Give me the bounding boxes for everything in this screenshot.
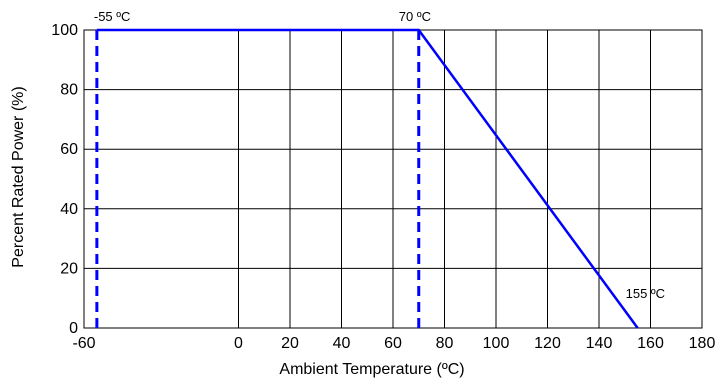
x-tick-label: 140 (586, 335, 613, 352)
x-tick-label: 40 (333, 335, 351, 352)
annotations: -55 ºC 70 ºC 155 ºC (94, 9, 665, 301)
y-tick-label: 20 (60, 260, 78, 277)
y-tick-label: 100 (51, 22, 78, 39)
series-group (96, 28, 639, 329)
y-tick-label: 80 (60, 82, 78, 99)
annotation-label: 70 ºC (399, 9, 431, 24)
x-tick-label: 160 (637, 335, 664, 352)
x-axis-title: Ambient Temperature (ºC) (279, 361, 464, 378)
x-tick-label: 0 (234, 335, 243, 352)
y-axis-title: Percent Rated Power (%) (10, 86, 27, 267)
x-tick-label: 180 (689, 335, 716, 352)
x-tick-label: 60 (384, 335, 402, 352)
y-tick-label: 0 (69, 320, 78, 337)
annotation-label: -55 ºC (94, 9, 131, 24)
x-tick-label: 120 (534, 335, 561, 352)
x-tick-labels: -60 0 20 40 60 80 100 120 140 160 180 (72, 335, 715, 352)
annotation-label: 155 ºC (626, 286, 665, 301)
y-tick-label: 40 (60, 201, 78, 218)
y-tick-label: 60 (60, 141, 78, 158)
x-tick-label: 20 (281, 335, 299, 352)
derating-curve (96, 28, 639, 329)
reference-lines (95, 30, 421, 328)
grid (83, 29, 703, 329)
x-tick-label: 100 (483, 335, 510, 352)
x-tick-label: -60 (72, 335, 95, 352)
y-tick-labels: 0 20 40 60 80 100 (51, 22, 78, 337)
x-tick-label: 80 (436, 335, 454, 352)
